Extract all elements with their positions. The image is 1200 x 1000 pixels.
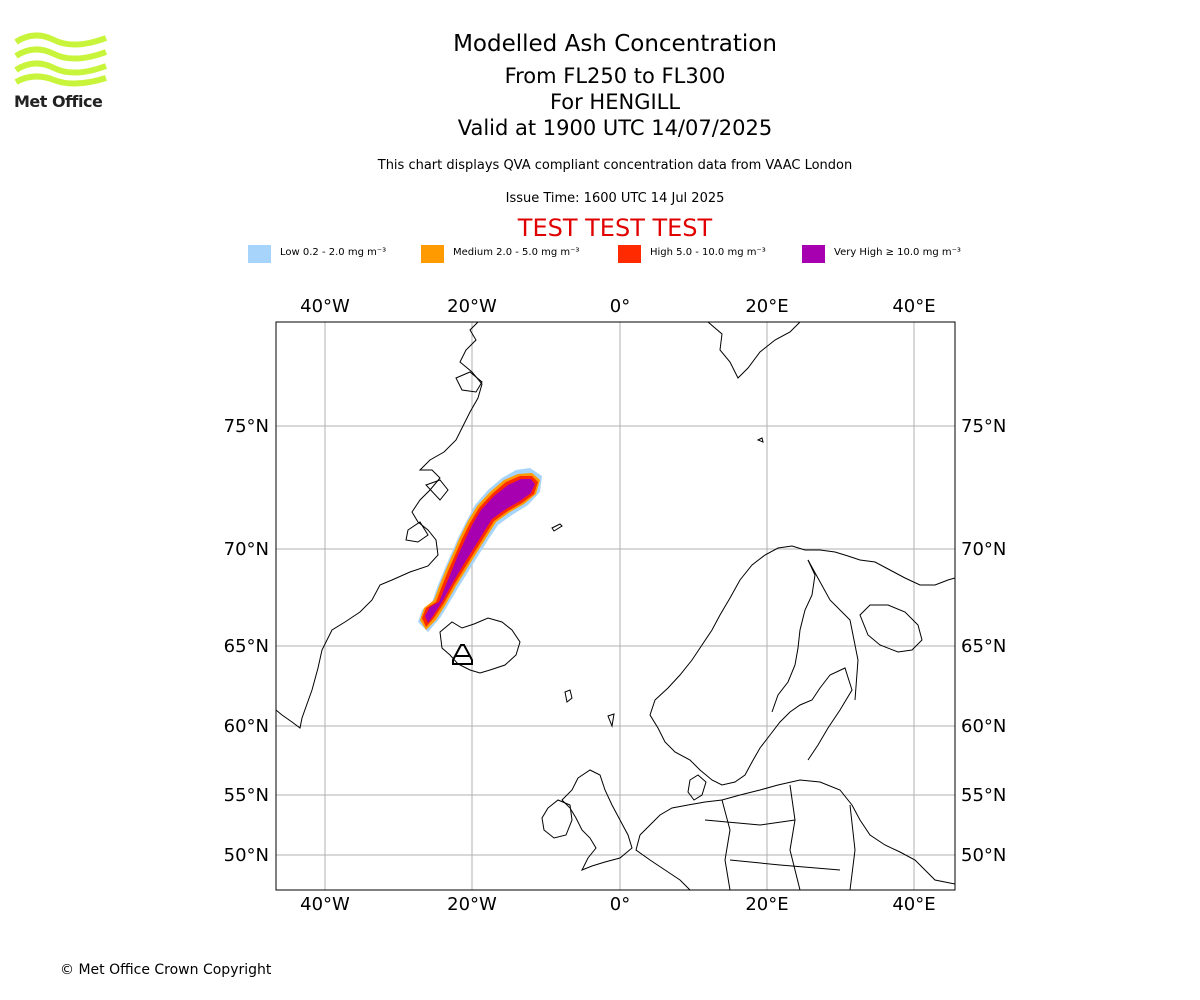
lat-tick: 75°N (224, 416, 269, 437)
lon-labels-bottom: 40°W 20°W 0° 20°E 40°E (300, 894, 935, 915)
volcano-name: For HENGILL (549, 90, 681, 114)
lat-labels-left: 75°N 70°N 65°N 60°N 55°N 50°N (224, 416, 269, 866)
uk-coast (561, 769, 633, 871)
graticule (276, 322, 955, 890)
lon-tick: 0° (610, 894, 630, 915)
legend-swatch-medium (421, 245, 444, 263)
legend-label-medium: Medium 2.0 - 5.0 mg m⁻³ (453, 247, 580, 258)
lat-tick: 55°N (224, 785, 269, 806)
chart-title: Modelled Ash Concentration (453, 31, 777, 57)
lat-tick: 55°N (961, 785, 1006, 806)
issue-time: Issue Time: 1600 UTC 14 Jul 2025 (505, 191, 725, 206)
ash-very-high (425, 479, 535, 623)
denmark-coast (687, 774, 707, 801)
test-banner: TEST TEST TEST (517, 214, 713, 242)
lat-tick: 50°N (961, 845, 1006, 866)
legend-swatch-low (248, 245, 271, 263)
scandinavia-coast (654, 545, 955, 701)
volcano-marker-icon (452, 644, 473, 665)
iceland-coast (439, 617, 521, 674)
lon-tick: 20°E (745, 296, 788, 317)
lat-tick: 60°N (224, 716, 269, 737)
met-office-logo (14, 32, 108, 87)
lat-labels-right: 75°N 70°N 65°N 60°N 55°N 50°N (961, 416, 1006, 866)
lon-tick: 40°W (300, 296, 350, 317)
lon-labels-top: 40°W 20°W 0° 20°E 40°E (300, 296, 935, 317)
lat-tick: 50°N (224, 845, 269, 866)
compliance-note: This chart displays QVA compliant concen… (377, 158, 853, 173)
lat-tick: 75°N (961, 416, 1006, 437)
svalbard-coast (707, 322, 801, 379)
coastlines (276, 322, 955, 890)
lon-tick: 40°E (892, 894, 935, 915)
ireland-coast (541, 799, 573, 839)
ash-plume (418, 468, 542, 632)
europe-coast (639, 779, 955, 885)
lon-tick: 0° (610, 296, 630, 317)
lon-tick: 20°E (745, 894, 788, 915)
legend-swatch-high (618, 245, 641, 263)
lat-tick: 60°N (961, 716, 1006, 737)
copyright: © Met Office Crown Copyright (60, 962, 272, 978)
legend-swatch-very-high (802, 245, 825, 263)
lat-tick: 65°N (224, 636, 269, 657)
legend-label-high: High 5.0 - 10.0 mg m⁻³ (650, 247, 766, 258)
lon-tick: 40°E (892, 296, 935, 317)
lat-tick: 65°N (961, 636, 1006, 657)
lon-tick: 20°W (447, 894, 497, 915)
lon-tick: 20°W (447, 296, 497, 317)
map-frame (275, 321, 956, 891)
legend-label-low: Low 0.2 - 2.0 mg m⁻³ (280, 247, 387, 258)
ash-high (422, 476, 538, 627)
lat-tick: 70°N (224, 539, 269, 560)
lon-tick: 40°W (300, 894, 350, 915)
flight-levels: From FL250 to FL300 (504, 64, 726, 88)
lat-tick: 70°N (961, 539, 1006, 560)
logo-text: Met Office (14, 92, 103, 111)
legend-label-very-high: Very High ≥ 10.0 mg m⁻³ (834, 247, 961, 258)
greenland-coast (276, 322, 483, 729)
valid-time: Valid at 1900 UTC 14/07/2025 (457, 116, 773, 140)
